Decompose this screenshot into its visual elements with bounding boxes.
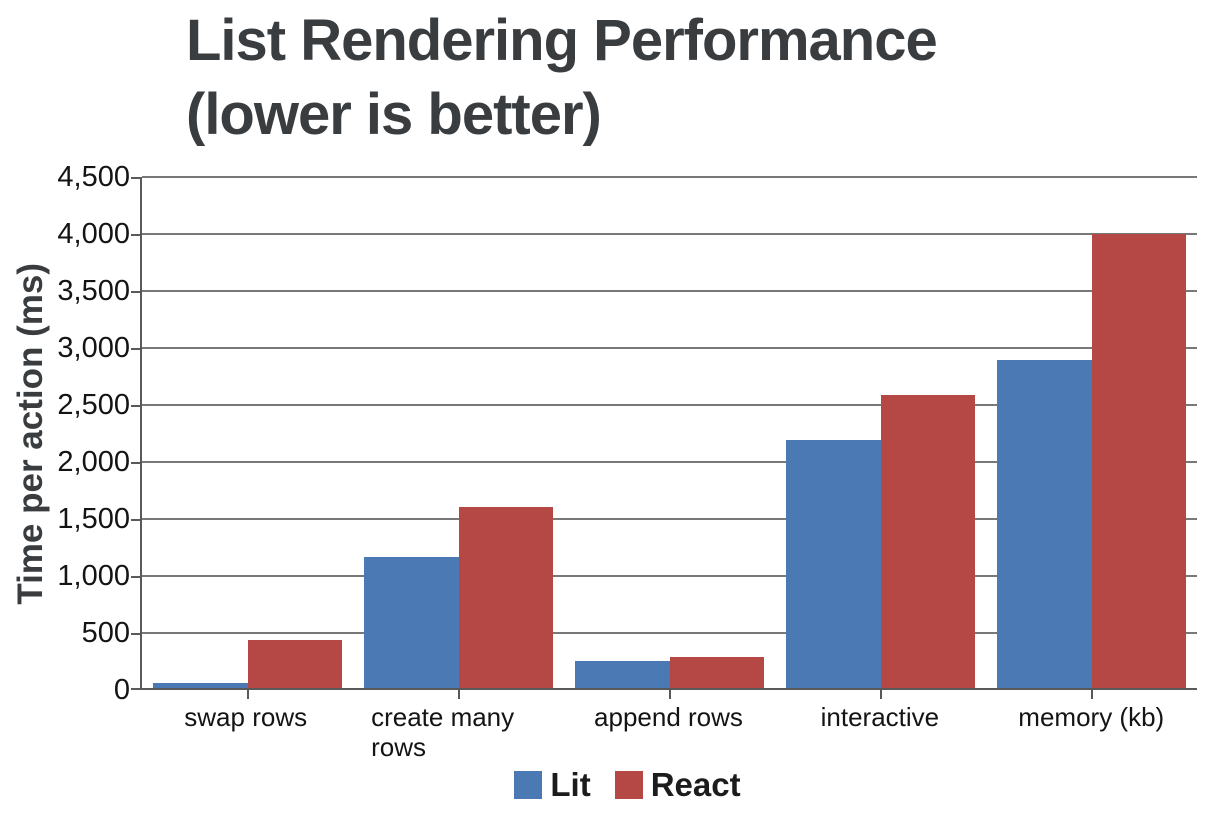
y-tick-label-500: 500	[81, 617, 130, 649]
x-axis-tick-labels: swap rows create many rows append rows inte…	[140, 702, 1197, 763]
chart-title: List Rendering Performance (lower is bet…	[186, 4, 938, 152]
x-axis-tick-4	[879, 690, 882, 699]
plot-area	[131, 176, 1197, 699]
gridline-1000	[142, 575, 1197, 577]
gridline-1500	[142, 518, 1197, 520]
legend-swatch-react	[614, 771, 643, 799]
x-axis-tick-1	[246, 690, 249, 699]
x-tick-label-swap-rows: swap rows	[184, 702, 308, 732]
legend-swatch-lit	[514, 771, 543, 799]
y-tick-label-3500: 3,500	[57, 275, 130, 307]
bar-lit-interactive	[785, 440, 881, 688]
y-axis-tick-2000	[131, 462, 142, 464]
x-tick-label-append-rows: append rows	[594, 702, 743, 732]
y-tick-label-1000: 1,000	[57, 560, 130, 592]
y-tick-label-4500: 4,500	[57, 161, 130, 193]
x-axis-tick-5	[1090, 690, 1093, 699]
bar-react-memory-kb-	[1091, 233, 1187, 688]
bars-layer	[142, 177, 1197, 688]
bar-lit-create-many-rows	[363, 557, 459, 688]
bar-group-create-many-rows	[353, 177, 564, 688]
bar-group-append-rows	[564, 177, 775, 688]
bar-react-interactive	[880, 395, 976, 688]
x-tick-label-interactive: interactive	[820, 702, 940, 732]
y-axis-tick-0	[131, 688, 142, 690]
gridline-3500	[142, 290, 1197, 292]
y-axis-tick-4500	[131, 177, 142, 179]
gridline-3000	[142, 347, 1197, 349]
legend-label-react: React	[650, 766, 741, 803]
y-tick-label-1500: 1,500	[57, 503, 130, 535]
gridline-4000	[142, 233, 1197, 235]
y-axis-tick-1500	[131, 519, 142, 521]
gridline-2000	[142, 461, 1197, 463]
x-axis-tick-3	[668, 690, 671, 699]
x-tick-label-memory-kb-: memory (kb)	[1018, 702, 1165, 732]
y-tick-label-2500: 2,500	[57, 389, 130, 421]
legend-label-lit: Lit	[550, 766, 591, 803]
bar-group-swap-rows	[142, 177, 353, 688]
bar-lit-append-rows	[574, 660, 670, 688]
y-axis-tick-500	[131, 633, 142, 635]
legend-item-react: React	[614, 766, 741, 804]
y-tick-label-0: 0	[113, 674, 130, 706]
y-axis-tick-4000	[131, 234, 142, 236]
y-axis-tick-1000	[131, 576, 142, 578]
legend-item-lit: Lit	[514, 766, 591, 804]
y-axis-tick-3500	[131, 291, 142, 293]
x-tick-label-create-many-rows: create many rows	[371, 702, 515, 762]
y-axis-tick-2500	[131, 405, 142, 407]
bar-group-memory-kb-	[986, 177, 1197, 688]
bar-lit-swap-rows	[152, 682, 248, 688]
bar-react-swap-rows	[247, 640, 343, 688]
y-tick-label-4000: 4,000	[57, 218, 130, 250]
chart-legend: Lit React	[18, 766, 1219, 804]
x-label-cell: memory (kb)	[986, 702, 1197, 763]
y-axis-title: Time per action (ms)	[11, 262, 50, 605]
x-label-cell: create many rows	[351, 702, 562, 763]
bar-react-append-rows	[669, 656, 765, 688]
y-tick-label-2000: 2,000	[57, 446, 130, 478]
x-label-cell: append rows	[563, 702, 774, 763]
x-label-cell: swap rows	[140, 702, 351, 763]
gridline-500	[142, 632, 1197, 634]
y-axis-tick-3000	[131, 348, 142, 350]
gridline-4500	[142, 176, 1197, 178]
y-tick-label-3000: 3,000	[57, 332, 130, 364]
bar-react-create-many-rows	[458, 507, 554, 688]
gridline-2500	[142, 404, 1197, 406]
chart-title-line2: (lower is better)	[186, 82, 602, 148]
bar-group-interactive	[775, 177, 986, 688]
x-axis-tick-2	[457, 690, 460, 699]
bar-lit-memory-kb-	[996, 359, 1092, 688]
chart-title-line1: List Rendering Performance	[186, 8, 938, 73]
x-label-cell: interactive	[774, 702, 985, 763]
